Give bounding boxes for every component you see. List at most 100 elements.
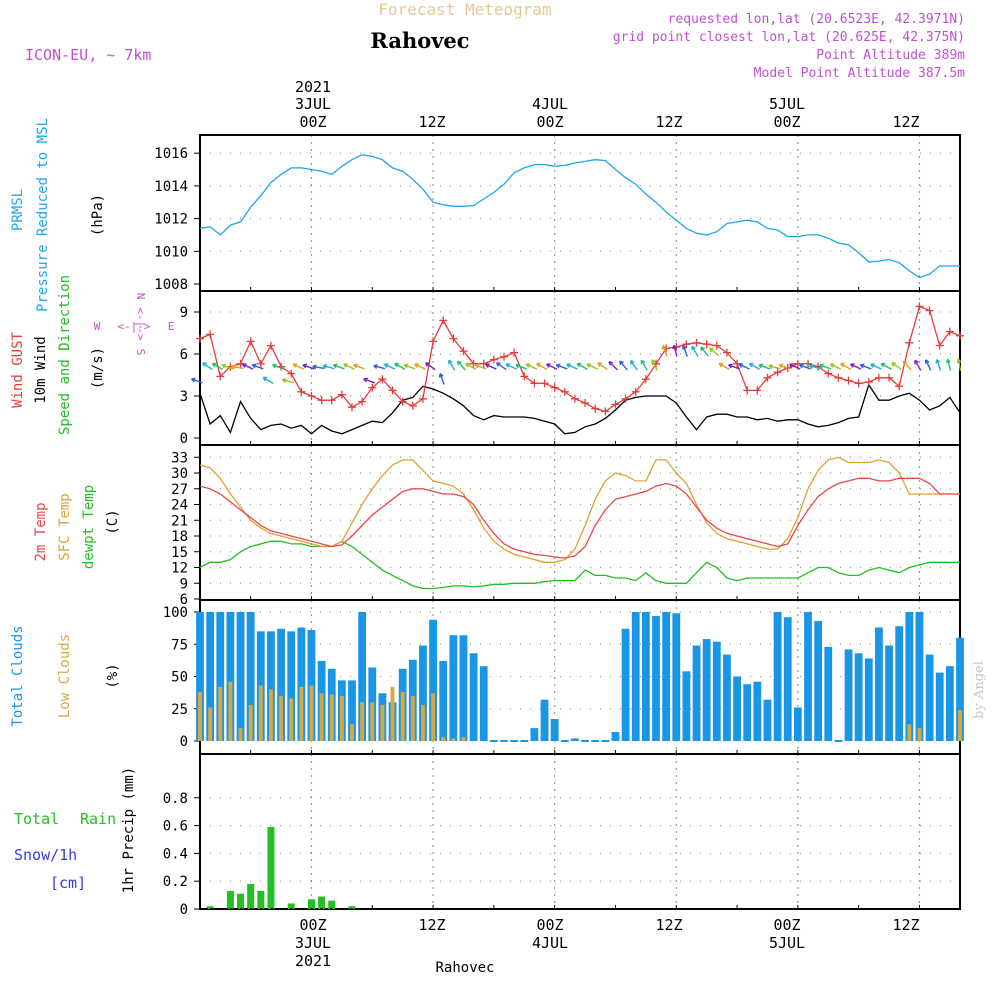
gust-marker <box>530 379 539 388</box>
total-cloud-bar <box>287 631 296 741</box>
total-cloud-bar <box>672 613 681 741</box>
precip-axis-label: 1hr Precip (mm) <box>121 767 137 893</box>
total-cloud-bar <box>864 658 873 741</box>
wind-direction-arrowhead <box>474 363 480 369</box>
top-hour-label: 12Z <box>655 113 682 131</box>
y-tick-label: 27 <box>171 482 188 498</box>
total-cloud-bar <box>763 699 772 741</box>
gust-marker <box>378 375 387 384</box>
total-cloud-bar <box>824 646 833 741</box>
requested-coords: requested lon,lat (20.6523E, 42.3971N) <box>668 12 965 27</box>
y-tick-label: 0.4 <box>163 846 188 862</box>
wind-direction-arrowhead <box>332 363 338 369</box>
wind-direction-arrowhead <box>536 362 541 368</box>
wind-direction-arrow <box>262 376 274 384</box>
wind-direction-arrowhead <box>619 360 624 366</box>
low-cloud-bar <box>279 695 284 741</box>
bottom-day-label: 4JUL <box>532 934 568 952</box>
y-tick-label: 0 <box>180 902 188 918</box>
gust-marker <box>935 341 944 350</box>
low-cloud-bar <box>248 704 253 741</box>
wind-direction-arrow <box>282 378 294 384</box>
gust-marker <box>540 379 549 388</box>
gust-marker <box>449 334 458 343</box>
low-cloud-bar <box>289 698 294 741</box>
wind-direction-arrow <box>709 347 720 357</box>
wind-direction-arrow <box>662 345 668 357</box>
total-cloud-bar <box>277 628 285 741</box>
wind-direction-arrowhead <box>629 360 635 365</box>
low-cloud-bar <box>238 728 243 741</box>
top-hour-label: 00Z <box>773 113 800 131</box>
wind-direction-arrowhead <box>272 363 277 369</box>
gust-marker <box>895 382 904 391</box>
gust-marker <box>408 401 417 410</box>
wind-direction-arrow <box>850 363 862 370</box>
wind-direction-arrowhead <box>448 359 453 365</box>
wind-direction-arrowhead <box>373 364 378 369</box>
wind-direction-arrowhead <box>241 363 247 368</box>
gust-marker <box>348 403 356 412</box>
wind-direction-arrowhead <box>682 345 687 350</box>
total-cloud-bar <box>206 612 215 741</box>
wind-direction-arrow <box>525 363 538 370</box>
wind-direction-arrowhead <box>515 363 520 369</box>
panel-4: 0 0.2 0.4 0.6 0.8 <box>163 753 961 918</box>
panel-frame <box>199 753 961 910</box>
bottom-time-axis: 00Z 12Z 00Z 12Z 00Z 12Z 3JUL 4JUL 5JUL 2… <box>295 916 920 976</box>
wind-direction-arrowhead <box>191 377 196 383</box>
total-cloud-bar <box>550 719 559 741</box>
top-day-label: 4JUL <box>532 95 568 113</box>
top-day-label: 3JUL <box>295 95 331 113</box>
gust-marker <box>560 387 569 396</box>
low-cloud-bar <box>400 691 405 741</box>
bottom-hour-label: 00Z <box>299 916 326 934</box>
wind-direction-arrowhead <box>924 359 930 364</box>
wind-direction-arrow <box>212 362 223 370</box>
wind-direction-arrowhead <box>718 362 724 368</box>
wind-direction-arrow <box>505 363 517 370</box>
wind-direction-arrowhead <box>738 363 744 368</box>
gust-marker <box>256 359 265 368</box>
total-cloud-bar <box>804 612 812 741</box>
wind-direction-arrow <box>914 359 922 371</box>
wind-direction-arrow <box>191 378 203 384</box>
low-cloud-bar <box>431 693 436 741</box>
wind-direction-arrowhead <box>414 363 419 368</box>
wind-direction-arrow <box>629 360 638 371</box>
total-cloud-bar <box>226 612 235 741</box>
wind-direction-arrow <box>597 362 608 371</box>
total-cloud-bar <box>905 612 914 741</box>
total-cloud-bar <box>216 612 225 741</box>
top-hour-label: 12Z <box>418 113 445 131</box>
top-hour-label: 00Z <box>536 113 563 131</box>
y-tick-label: 0.8 <box>163 791 188 807</box>
y-tick-label: 100 <box>163 605 188 621</box>
wind-direction-arrow <box>718 362 730 370</box>
wind-direction-arrow <box>946 359 952 371</box>
low-cloud-bar <box>420 704 425 741</box>
wind-direction-arrowhead <box>505 363 511 368</box>
wind-direction-arrow <box>312 365 325 370</box>
wind-direction-arrow <box>891 362 902 371</box>
wind-direction-arrowhead <box>840 362 845 368</box>
wind-direction-arrow <box>485 363 497 370</box>
gust-marker <box>712 341 721 350</box>
wind-direction-arrow <box>252 364 264 370</box>
temp-2m-label: 2m Temp <box>33 502 49 561</box>
gust-marker <box>773 368 782 377</box>
model-point-altitude: Model Point Altitude 387.5m <box>754 66 965 81</box>
top-day-label: 5JUL <box>769 95 805 113</box>
wind-direction-arrowhead <box>221 363 227 369</box>
gust-marker <box>591 404 600 413</box>
low-cloud-bar <box>329 694 334 741</box>
panel-3: 0 25 50 75 100 <box>163 599 964 755</box>
gust-marker <box>297 387 306 396</box>
rain-bar <box>206 906 214 909</box>
y-tick-label: 0 <box>180 431 188 447</box>
footer-location: Rahovec <box>435 960 494 976</box>
wind-direction-arrow <box>700 346 709 357</box>
low-cloud-bar <box>461 737 466 741</box>
location-title: Rahovec <box>370 28 469 53</box>
wind-direction-arrow <box>231 365 244 370</box>
